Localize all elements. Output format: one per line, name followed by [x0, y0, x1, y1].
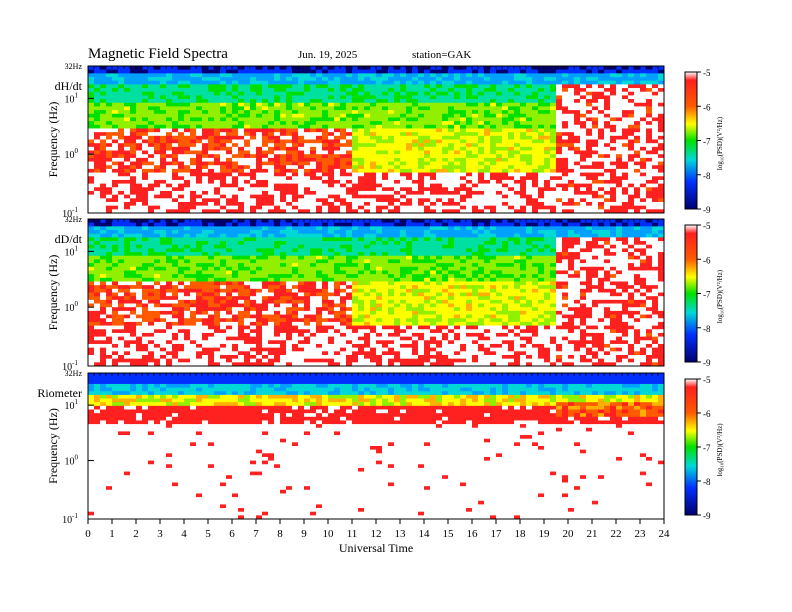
- x-tick-label: 3: [157, 528, 163, 540]
- y-tick-label: 100: [65, 147, 79, 161]
- x-tick-label: 2: [133, 528, 139, 540]
- y-tick-label: 100: [65, 454, 79, 468]
- x-axis: 0 1 2 3 4 5 6 7 8 9 10 11 12 13 14 15 16 17 18 19 20 21 22 23 24…: [85, 519, 670, 555]
- colorbar-tick-label: -8: [703, 324, 711, 334]
- colorbar-tick-label: -9: [703, 511, 711, 521]
- x-tick-label: 5: [205, 528, 211, 540]
- x-tick-label: 0: [85, 528, 91, 540]
- colorbar-tick-label: -7: [703, 290, 711, 300]
- y-tick-label: 10-1: [62, 512, 78, 526]
- colorbar-tick-label: -5: [703, 68, 711, 78]
- x-tick-label: 22: [611, 528, 622, 540]
- spectrogram-panel-2: dD/dt 32Hz 10-1 100 101 Frequency (Hz) -5 -6 -7 -…: [46, 215, 724, 373]
- x-tick-label: 19: [539, 528, 551, 540]
- colorbar-label: log₁₀(PSD)(V²/Hz): [716, 423, 724, 477]
- y-tick-label: 100: [65, 300, 79, 314]
- spectrogram-panel-3: Riometer 32Hz 10-1 100 101 Frequency (Hz) -5 -6…: [37, 369, 724, 526]
- x-tick-label: 10: [323, 528, 335, 540]
- x-tick-label: 1: [109, 528, 115, 540]
- colorbar-tick-label: -9: [703, 358, 711, 368]
- colorbar-tick-label: -5: [703, 375, 711, 385]
- x-tick-label: 7: [253, 528, 259, 540]
- x-tick-label: 14: [419, 528, 431, 540]
- colorbar-tick-label: -6: [703, 102, 711, 112]
- colorbar-tick-label: -5: [703, 221, 711, 231]
- colorbar: [684, 224, 698, 363]
- y-tick-label: 101: [65, 244, 79, 258]
- top-frequency-label: 32Hz: [65, 215, 83, 224]
- colorbar-tick-label: -6: [703, 409, 711, 419]
- x-tick-label: 11: [347, 528, 358, 540]
- x-tick-label: 13: [395, 528, 407, 540]
- panel-label: dH/dt: [55, 79, 83, 93]
- colorbar-tick-label: -6: [703, 255, 711, 265]
- colorbar: [684, 71, 698, 210]
- colorbar-label: log₁₀(PSD)(V²/Hz): [716, 269, 724, 323]
- date-label: Jun. 19, 2025: [298, 49, 358, 61]
- top-frequency-label: 32Hz: [65, 369, 83, 378]
- y-tick-label: 10-1: [62, 359, 78, 373]
- panel-label: dD/dt: [55, 232, 83, 246]
- station-label: station=GAK: [412, 49, 472, 61]
- colorbar-tick-label: -9: [703, 205, 711, 215]
- colorbar-tick-label: -7: [703, 137, 711, 147]
- plot-title: Magnetic Field Spectra: [88, 46, 228, 62]
- y-axis-label: Frequency (Hz): [46, 102, 60, 178]
- x-tick-label: 17: [491, 528, 503, 540]
- x-tick-label: 21: [587, 528, 598, 540]
- x-tick-label: 16: [467, 528, 479, 540]
- spectrogram-panel-1: dH/dt 32Hz 10-1 100 101 Frequency (Hz) -5 -6 -7 -…: [46, 62, 724, 220]
- y-axis-label: Frequency (Hz): [46, 408, 60, 484]
- panel-label: Riometer: [37, 386, 82, 400]
- x-tick-label: 15: [443, 528, 455, 540]
- colorbar-tick-label: -7: [703, 443, 711, 453]
- y-axis-label: Frequency (Hz): [46, 255, 60, 331]
- x-tick-label: 8: [277, 528, 283, 540]
- x-tick-label: 18: [515, 528, 527, 540]
- x-tick-label: 9: [301, 528, 307, 540]
- y-tick-label: 101: [65, 398, 79, 412]
- y-tick-label: 101: [65, 91, 79, 105]
- colorbar-tick-label: -8: [703, 477, 711, 487]
- x-axis-label: Universal Time: [339, 541, 413, 555]
- x-tick-label: 6: [229, 528, 235, 540]
- colorbar-label: log₁₀(PSD)(V²/Hz): [716, 116, 724, 170]
- colorbar: [684, 378, 698, 516]
- x-tick-label: 4: [181, 528, 187, 540]
- top-frequency-label: 32Hz: [65, 62, 83, 71]
- x-tick-label: 24: [659, 528, 671, 540]
- x-tick-label: 20: [563, 528, 575, 540]
- colorbar-tick-label: -8: [703, 171, 711, 181]
- x-tick-label: 12: [371, 528, 382, 540]
- y-tick-label: 10-1: [62, 206, 78, 220]
- x-tick-label: 23: [635, 528, 647, 540]
